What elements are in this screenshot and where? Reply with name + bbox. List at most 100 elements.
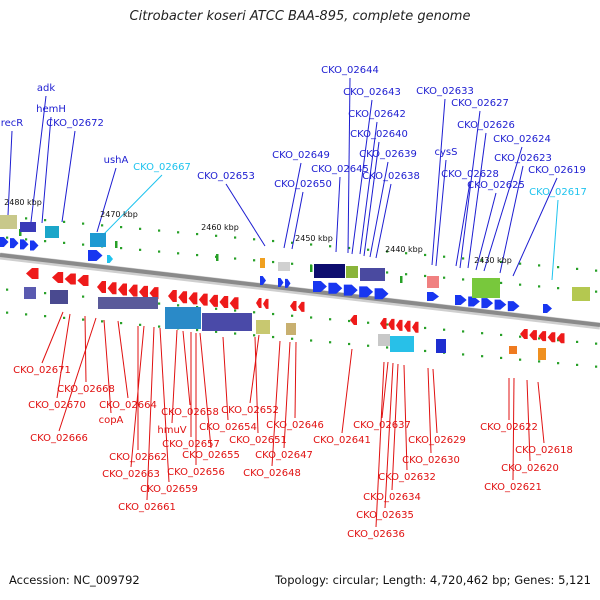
upper-leader-line (459, 110, 481, 269)
upper-scale-dot (82, 222, 85, 225)
upper-scale-dot (120, 247, 123, 250)
feature-block (202, 313, 252, 331)
reverse-gene-arrow (412, 321, 419, 333)
forward-gene-arrow (285, 278, 291, 288)
upper-gene-label: CKO_02667 (133, 162, 191, 173)
lower-gene-label: CKO_02658 (161, 407, 219, 418)
upper-scale-dot (424, 253, 427, 257)
upper-scale-dot (139, 248, 142, 251)
upper-scale-dot (500, 260, 503, 264)
upper-leader-line (512, 177, 558, 277)
feature-block (538, 348, 546, 360)
reverse-gene-arrow (229, 297, 239, 310)
forward-gene-arrow (481, 298, 494, 309)
upper-leader-line (375, 183, 392, 259)
reverse-gene-arrow (219, 296, 229, 309)
upper-leader-line (431, 98, 446, 266)
lower-scale-dot (348, 342, 351, 346)
lower-gene-label: CKO_02666 (30, 433, 88, 444)
reverse-gene-arrow (298, 301, 305, 312)
feature-block (165, 307, 201, 329)
scale-tick (19, 229, 22, 236)
upper-leader-line (7, 130, 13, 216)
lower-scale-dot (367, 321, 370, 324)
lower-gene-label: CKO_02664 (99, 400, 157, 411)
lower-gene-label: CKO_02651 (229, 435, 287, 446)
feature-block (436, 339, 446, 353)
scale-tick (115, 241, 118, 248)
lower-leader-line (537, 381, 545, 444)
upper-scale-dot (272, 239, 275, 243)
forward-gene-arrow (543, 304, 552, 313)
upper-scale-dot (177, 252, 180, 255)
lower-leader-line (403, 364, 408, 471)
feature-block (0, 215, 17, 229)
lower-scale-dot (310, 316, 313, 319)
feature-block (24, 287, 36, 299)
lower-leader-line (222, 336, 229, 421)
upper-scale-dot (234, 236, 237, 239)
upper-scale-dot (576, 267, 579, 270)
upper-leader-line (435, 159, 447, 267)
lower-gene-label: CKO_02641 (313, 435, 371, 446)
lower-scale-dot (215, 330, 218, 333)
lower-leader-line (117, 320, 129, 399)
reverse-gene-arrow (178, 291, 188, 304)
lower-scale-dot (158, 302, 161, 305)
reverse-gene-arrow (139, 285, 148, 298)
reverse-gene-arrow (198, 293, 208, 306)
lower-scale-dot (538, 337, 541, 340)
lower-gene-label: CKO_02654 (199, 422, 257, 433)
upper-gene-label: CKO_02650 (274, 179, 332, 190)
forward-gene-arrow (20, 239, 29, 250)
lower-scale-dot (234, 309, 237, 312)
feature-block (20, 222, 36, 232)
upper-gene-label: CKO_02617 (529, 187, 587, 198)
upper-scale-dot (462, 278, 465, 281)
lower-scale-dot (538, 360, 541, 363)
upper-scale-dot (177, 231, 180, 234)
upper-gene-label: ushA (104, 155, 129, 166)
upper-leader-line (30, 95, 47, 223)
upper-scale-dot (519, 283, 522, 286)
upper-gene-label: CKO_02633 (416, 86, 474, 97)
lower-scale-dot (25, 313, 28, 316)
upper-leader-line (475, 192, 497, 271)
forward-gene-arrow (278, 278, 284, 287)
lower-scale-dot (215, 307, 218, 310)
lower-gene-label: CKO_02671 (13, 365, 71, 376)
feature-block (278, 262, 290, 271)
feature-block (378, 334, 390, 346)
lower-leader-line (58, 317, 97, 432)
upper-scale-dot (367, 248, 370, 251)
upper-scale-dot (82, 243, 85, 246)
feature-block (509, 346, 517, 354)
feature-block (50, 290, 68, 304)
lower-scale-dot (139, 323, 142, 326)
lower-gene-label: CKO_02652 (221, 405, 279, 416)
upper-scale-dot (234, 257, 237, 260)
lower-gene-label: CKO_02655 (182, 450, 240, 461)
forward-gene-arrow (0, 237, 9, 247)
lower-scale-dot (557, 339, 560, 342)
lower-scale-dot (63, 316, 66, 319)
reverse-gene-arrow (404, 320, 411, 332)
upper-gene-label: CKO_02642 (348, 109, 406, 120)
upper-leader-line (283, 162, 302, 249)
upper-scale-dot (253, 238, 256, 241)
lower-gene-label: CKO_02648 (243, 468, 301, 479)
lower-gene-label: CKO_02634 (363, 492, 421, 503)
forward-gene-arrow (30, 240, 39, 251)
lower-leader-line (283, 341, 291, 449)
upper-leader-line (467, 132, 487, 269)
scale-tick (400, 276, 403, 283)
forward-gene-arrow (507, 301, 520, 312)
scale-tick (216, 254, 219, 261)
lower-gene-label: copA (99, 415, 124, 426)
reverse-gene-arrow (52, 272, 64, 283)
reverse-gene-arrow (263, 298, 269, 309)
upper-scale-dot (424, 274, 427, 278)
lower-leader-line (381, 361, 389, 419)
upper-gene-label: CKO_02649 (272, 150, 330, 161)
upper-gene-label: adk (37, 83, 55, 94)
